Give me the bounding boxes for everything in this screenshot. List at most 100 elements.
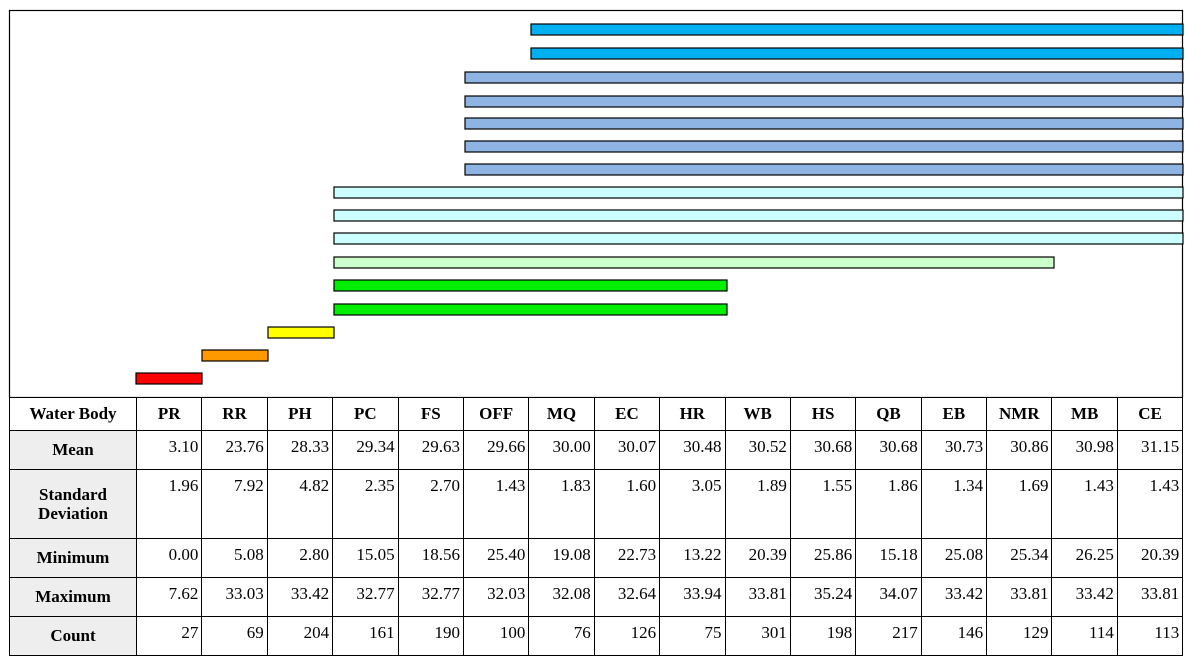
cell: 30.52 <box>724 430 791 470</box>
column-header: WB <box>724 397 791 431</box>
cell: 1.69 <box>986 469 1053 539</box>
cell: 30.68 <box>789 430 857 470</box>
cell: 25.34 <box>986 538 1053 578</box>
cell: 28.33 <box>266 430 334 470</box>
cell: 126 <box>593 616 661 656</box>
cell: 29.66 <box>462 430 530 470</box>
cell: 20.39 <box>724 538 791 578</box>
column-header: NMR <box>986 397 1053 431</box>
subset-bar <box>530 47 1184 60</box>
cell: 161 <box>332 616 399 656</box>
cell: 29.34 <box>332 430 399 470</box>
cell: 0.00 <box>135 538 203 578</box>
data-row: Mean 3.10 23.76 28.33 29.34 29.63 29.66 30.00 30… <box>9 430 1184 470</box>
cell: 76 <box>528 616 595 656</box>
subset-bar <box>201 349 269 362</box>
cell: 33.94 <box>659 577 726 617</box>
data-row: Standard Deviation 1.96 7.92 4.82 2.35 2.70 1.… <box>9 469 1184 539</box>
cell: 32.08 <box>528 577 595 617</box>
subset-bar <box>333 232 1184 245</box>
cell: 33.42 <box>1051 577 1118 617</box>
row-label: Minimum <box>9 538 137 578</box>
cell: 75 <box>659 616 726 656</box>
cell: 1.86 <box>855 469 922 539</box>
subset-bar <box>464 140 1184 153</box>
cell: 19.08 <box>528 538 595 578</box>
subset-bar <box>464 163 1184 176</box>
column-header: MQ <box>528 397 595 431</box>
cell: 190 <box>397 616 464 656</box>
data-row: Count 27 69 204 161 190 100 76 126 75 301 198 217 146… <box>9 616 1184 656</box>
cell: 1.34 <box>920 469 988 539</box>
stats-table: Water Body PR RR PH PC FS OFF MQ EC HR WB HS QB EB NMR… <box>9 397 1184 656</box>
cell: 35.24 <box>789 577 857 617</box>
cell: 30.68 <box>855 430 922 470</box>
cell: 29.63 <box>397 430 464 470</box>
subset-bar <box>333 186 1184 199</box>
cell: 33.42 <box>920 577 988 617</box>
column-header: RR <box>201 397 268 431</box>
data-row: Minimum 0.00 5.08 2.80 15.05 18.56 25.40 19.08 2… <box>9 538 1184 578</box>
cell: 4.82 <box>266 469 334 539</box>
cell: 204 <box>266 616 334 656</box>
cell: 2.80 <box>266 538 334 578</box>
column-header: EB <box>920 397 988 431</box>
cell: 7.62 <box>135 577 203 617</box>
cell: 30.73 <box>920 430 988 470</box>
cell: 32.77 <box>397 577 464 617</box>
column-header: HR <box>659 397 726 431</box>
cell: 129 <box>986 616 1053 656</box>
cell: 2.70 <box>397 469 464 539</box>
cell: 13.22 <box>659 538 726 578</box>
column-header: PR <box>135 397 203 431</box>
subset-diagram <box>8 9 1184 399</box>
cell: 1.96 <box>135 469 203 539</box>
cell: 32.64 <box>593 577 661 617</box>
cell: 23.76 <box>201 430 268 470</box>
cell: 25.40 <box>462 538 530 578</box>
cell: 301 <box>724 616 791 656</box>
cell: 217 <box>855 616 922 656</box>
cell: 30.98 <box>1051 430 1118 470</box>
row-label: Mean <box>9 430 137 470</box>
column-header: CE <box>1116 397 1184 431</box>
column-header: EC <box>593 397 661 431</box>
cell: 1.43 <box>462 469 530 539</box>
cell: 1.89 <box>724 469 791 539</box>
cell: 2.35 <box>332 469 399 539</box>
subset-bar <box>464 95 1184 108</box>
cell: 31.15 <box>1116 430 1184 470</box>
subset-bar <box>530 23 1184 36</box>
cell: 114 <box>1051 616 1118 656</box>
cell: 100 <box>462 616 530 656</box>
cell: 25.08 <box>920 538 988 578</box>
column-header: PC <box>332 397 399 431</box>
cell: 30.07 <box>593 430 661 470</box>
cell: 15.05 <box>332 538 399 578</box>
column-header: Water Body <box>9 397 137 431</box>
cell: 1.83 <box>528 469 595 539</box>
subset-bar <box>333 209 1184 222</box>
subset-bar <box>267 326 335 339</box>
cell: 3.10 <box>135 430 203 470</box>
cell: 146 <box>920 616 988 656</box>
subset-bar <box>464 117 1184 130</box>
cell: 3.05 <box>659 469 726 539</box>
cell: 18.56 <box>397 538 464 578</box>
subset-bar <box>464 71 1184 84</box>
diagram-frame <box>8 9 1184 399</box>
subset-bar <box>333 303 728 316</box>
column-header: HS <box>789 397 857 431</box>
cell: 69 <box>201 616 268 656</box>
cell: 22.73 <box>593 538 661 578</box>
header-row: Water Body PR RR PH PC FS OFF MQ EC HR WB HS QB EB NMR… <box>9 397 1184 431</box>
column-header: QB <box>855 397 922 431</box>
cell: 1.60 <box>593 469 661 539</box>
cell: 30.86 <box>986 430 1053 470</box>
subset-bar <box>333 279 728 292</box>
column-header: FS <box>397 397 464 431</box>
cell: 32.77 <box>332 577 399 617</box>
cell: 27 <box>135 616 203 656</box>
column-header: OFF <box>462 397 530 431</box>
cell: 25.86 <box>789 538 857 578</box>
